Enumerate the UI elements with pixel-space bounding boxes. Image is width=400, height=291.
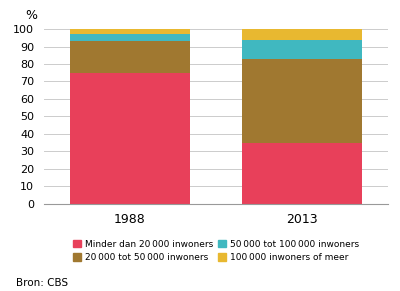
Text: Bron: CBS: Bron: CBS (16, 278, 68, 288)
Bar (70, 73, 190, 204)
Text: %: % (25, 9, 37, 22)
Bar (70, 29, 190, 34)
Bar (70, 34, 190, 41)
Legend: Minder dan 20 000 inwoners, 20 000 tot 50 000 inwoners, 50 000 tot 100 000 inwon: Minder dan 20 000 inwoners, 20 000 tot 5… (73, 240, 359, 262)
Bar (242, 143, 362, 204)
Bar (70, 41, 190, 73)
Bar (242, 59, 362, 143)
Bar (242, 29, 362, 40)
Bar (242, 40, 362, 59)
